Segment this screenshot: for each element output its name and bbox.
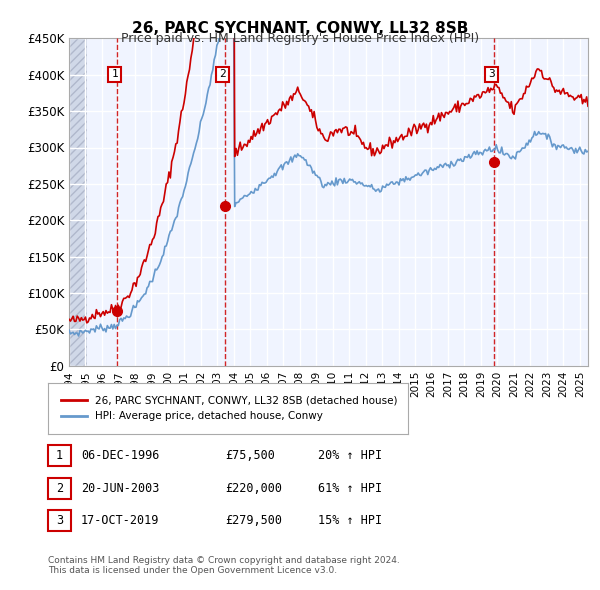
Text: Contains HM Land Registry data © Crown copyright and database right 2024.
This d: Contains HM Land Registry data © Crown c… <box>48 556 400 575</box>
Text: 26, PARC SYCHNANT, CONWY, LL32 8SB: 26, PARC SYCHNANT, CONWY, LL32 8SB <box>132 21 468 35</box>
Text: £279,500: £279,500 <box>225 514 282 527</box>
Text: 17-OCT-2019: 17-OCT-2019 <box>81 514 160 527</box>
Text: 15% ↑ HPI: 15% ↑ HPI <box>318 514 382 527</box>
Text: 1: 1 <box>56 449 63 463</box>
Text: 2: 2 <box>56 481 63 495</box>
Text: 20% ↑ HPI: 20% ↑ HPI <box>318 449 382 463</box>
Text: Price paid vs. HM Land Registry's House Price Index (HPI): Price paid vs. HM Land Registry's House … <box>121 32 479 45</box>
Text: £75,500: £75,500 <box>225 449 275 463</box>
Text: 1: 1 <box>111 70 118 80</box>
Bar <box>69 38 87 366</box>
Text: £220,000: £220,000 <box>225 481 282 495</box>
Text: 2: 2 <box>219 70 226 80</box>
Text: 06-DEC-1996: 06-DEC-1996 <box>81 449 160 463</box>
Legend: 26, PARC SYCHNANT, CONWY, LL32 8SB (detached house), HPI: Average price, detache: 26, PARC SYCHNANT, CONWY, LL32 8SB (deta… <box>57 392 402 425</box>
Text: 3: 3 <box>56 514 63 527</box>
Text: 20-JUN-2003: 20-JUN-2003 <box>81 481 160 495</box>
Text: 3: 3 <box>488 70 495 80</box>
Text: 61% ↑ HPI: 61% ↑ HPI <box>318 481 382 495</box>
